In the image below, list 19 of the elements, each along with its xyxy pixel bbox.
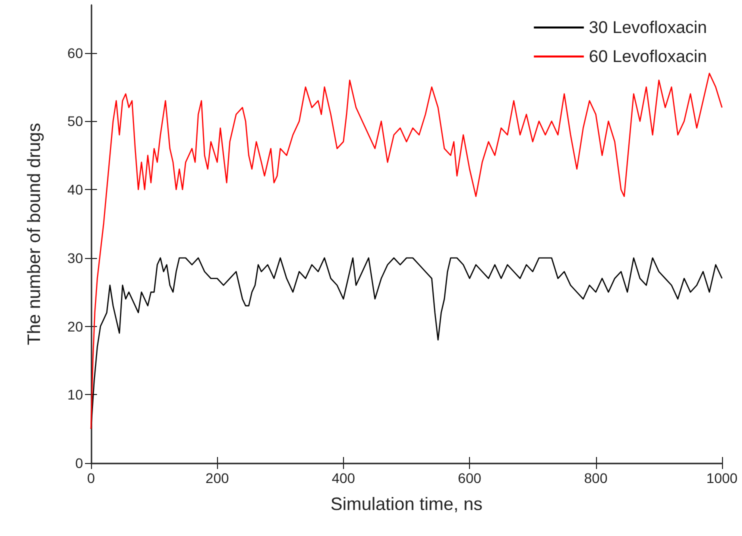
y-tick-label: 30 — [67, 250, 84, 266]
line-series — [90, 257, 723, 430]
x-tick-label: 600 — [458, 470, 482, 486]
legend-label: 60 Levofloxacin — [588, 47, 708, 66]
x-tick-label: 0 — [87, 470, 96, 486]
x-tick-label: 1000 — [706, 470, 738, 486]
y-tick-label: 50 — [67, 113, 84, 130]
y-tick-label: 0 — [75, 455, 84, 471]
x-tick-label: 400 — [332, 470, 356, 486]
y-tick-label: 40 — [67, 182, 84, 198]
x-axis-title: Simulation time, ns — [330, 494, 483, 514]
x-tick-label: 200 — [206, 470, 230, 486]
y-tick-label: 10 — [67, 386, 84, 403]
legend-label: 30 Levofloxacin — [588, 18, 708, 37]
y-tick-label: 60 — [67, 44, 84, 61]
y-tick-label: 20 — [67, 318, 84, 334]
x-tick-label: 800 — [584, 470, 608, 486]
y-axis-title: The number of bound drugs — [24, 122, 44, 346]
line-series — [90, 72, 723, 430]
